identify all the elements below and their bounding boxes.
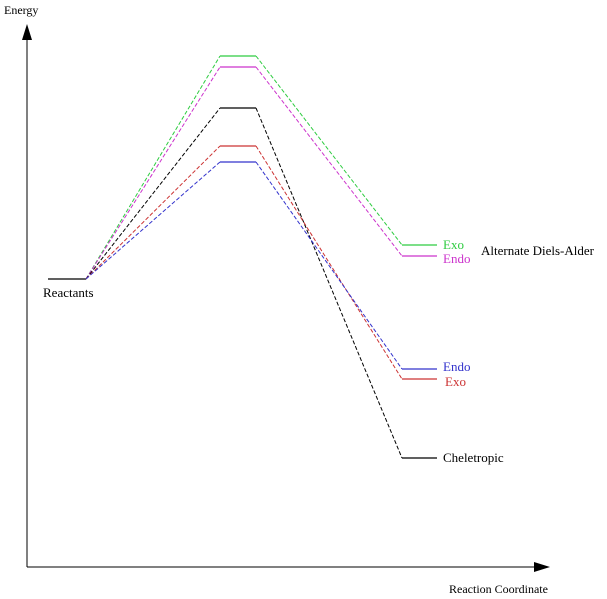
- pathway-endo: Endo: [85, 161, 470, 374]
- alt-exo-to-product: [255, 55, 403, 246]
- group-label: Alternate Diels-Alder: [481, 243, 595, 258]
- y-axis-arrow: [22, 24, 32, 40]
- exo-to-ts: [85, 145, 221, 280]
- cheletropic-to-product: [255, 107, 403, 459]
- exo-label: Exo: [445, 374, 466, 389]
- endo-to-ts: [85, 161, 221, 280]
- cheletropic-to-ts: [85, 107, 221, 280]
- reactants-label: Reactants: [43, 285, 94, 300]
- alt-endo-to-product: [255, 66, 403, 257]
- pathway-cheletropic: Cheletropic: [85, 107, 504, 465]
- reactants: Reactants: [43, 278, 94, 300]
- pathway-exo: Exo: [85, 145, 466, 389]
- x-axis-label: Reaction Coordinate: [449, 582, 548, 596]
- alt-exo-to-ts: [85, 55, 221, 280]
- cheletropic-label: Cheletropic: [443, 450, 504, 465]
- alt-exo-label: Exo: [443, 237, 464, 252]
- y-axis-label: Energy: [4, 3, 38, 17]
- endo-to-product: [255, 161, 403, 370]
- pathway-alt-exo: Exo: [85, 55, 464, 280]
- pathway-alt-endo: Endo: [85, 66, 470, 280]
- endo-label: Endo: [443, 359, 470, 374]
- axes: Energy Reaction Coordinate: [4, 3, 550, 596]
- exo-to-product: [255, 145, 403, 380]
- alt-endo-to-ts: [85, 66, 221, 280]
- x-axis-arrow: [534, 562, 550, 572]
- alt-endo-label: Endo: [443, 251, 470, 266]
